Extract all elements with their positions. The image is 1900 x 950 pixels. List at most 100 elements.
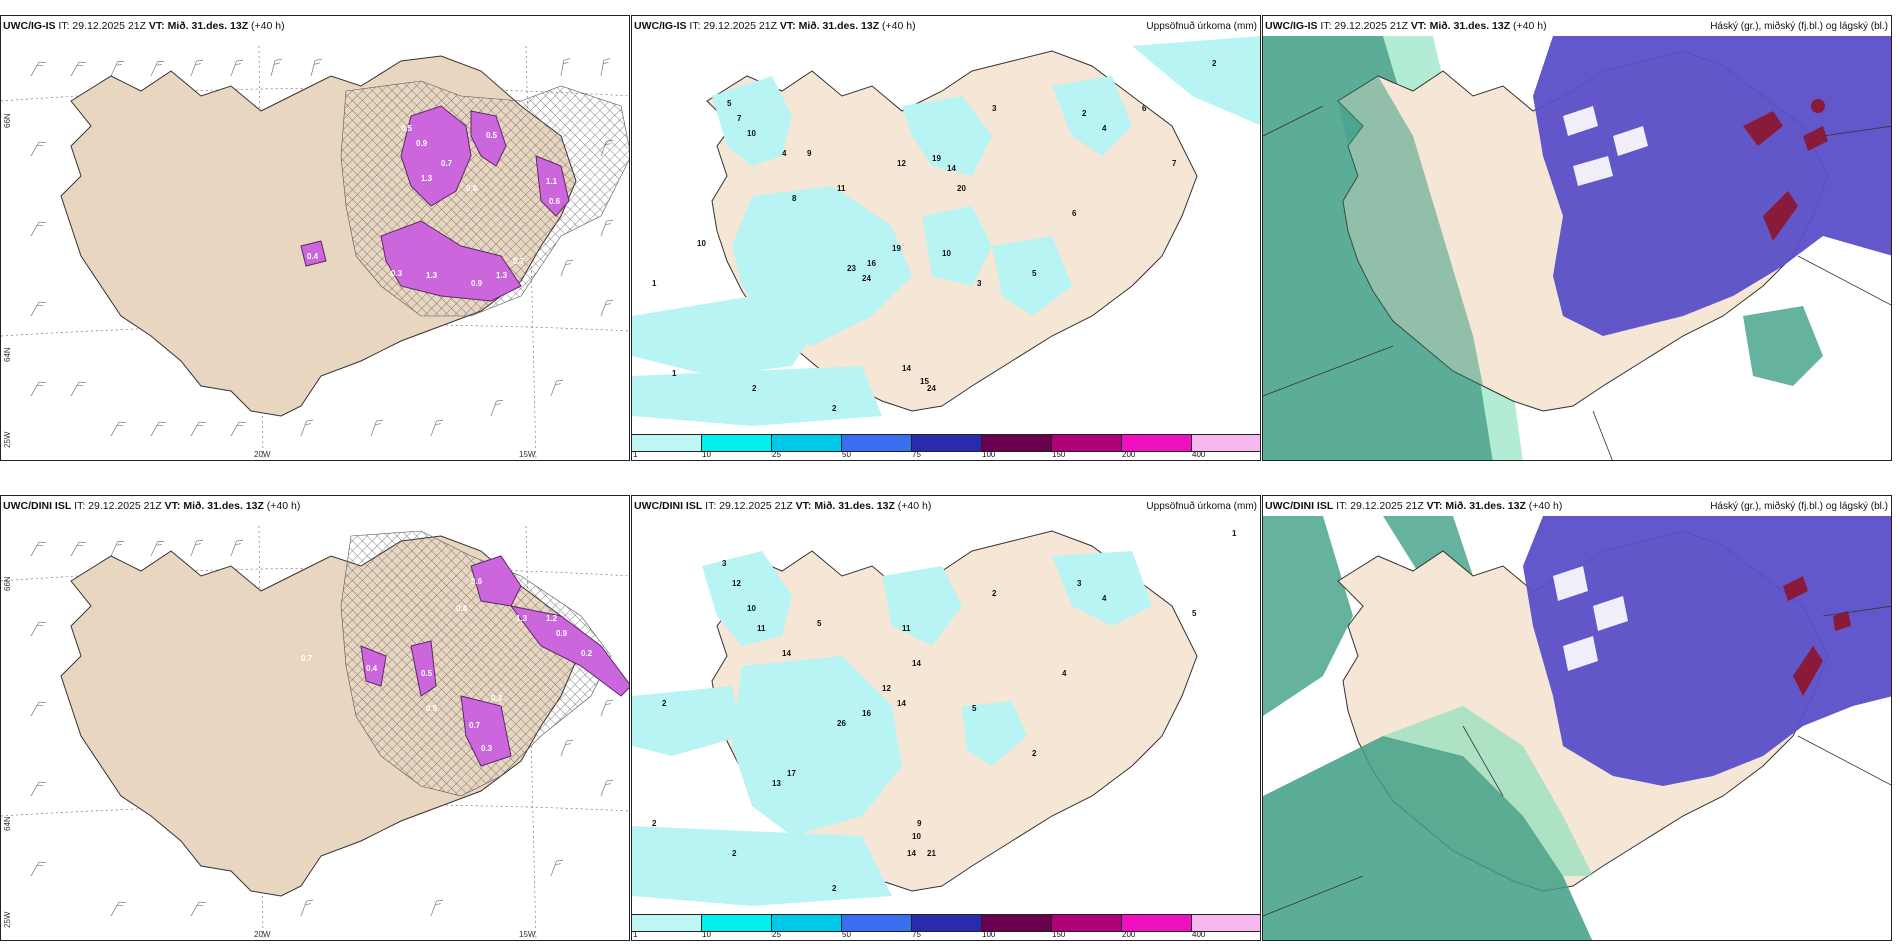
svg-text:1: 1 <box>652 279 657 288</box>
cloud-panel-dini: UWC/DINI ISL IT: 29.12.2025 21Z VT: Mið.… <box>1262 495 1892 941</box>
svg-text:0.2: 0.2 <box>581 649 593 658</box>
precip-title: Uppsöfnuð úrkoma (mm) <box>1146 501 1257 512</box>
cloud-title: Háský (gr.), miðský (fj.bl.) og lágský (… <box>1710 21 1888 32</box>
precip-panel-dini: 3 12 10 11 14 5 16 26 12 14 17 13 11 14 … <box>631 495 1261 941</box>
svg-text:3: 3 <box>977 279 982 288</box>
legend-swatch <box>1052 915 1122 931</box>
svg-text:7: 7 <box>1172 159 1177 168</box>
legend-swatch <box>1192 915 1260 931</box>
icing-wind-panel-dini: 0.6 1.3 0.4 0.5 0.7 0.9 0.2 1.2 0.3 0.4 … <box>0 495 630 941</box>
svg-text:10: 10 <box>697 239 706 248</box>
mid-cloud-cells <box>1783 576 1851 696</box>
legend-tick: 1 <box>633 930 638 939</box>
svg-text:2: 2 <box>662 699 667 708</box>
svg-text:0.4: 0.4 <box>307 252 319 261</box>
legend-tick: 200 <box>1122 930 1136 939</box>
map-icing-wind: 0.6 1.3 0.4 0.5 0.7 0.9 0.2 1.2 0.3 0.4 … <box>1 525 629 940</box>
legend-swatch <box>842 915 912 931</box>
svg-text:16: 16 <box>862 709 871 718</box>
svg-text:11: 11 <box>837 184 846 193</box>
map-precip: 5 7 10 4 9 8 11 10 23 24 16 19 12 19 20 … <box>632 36 1260 426</box>
svg-text:14: 14 <box>902 364 911 373</box>
svg-text:6: 6 <box>1072 209 1077 218</box>
panel-header: UWC/IG-IS IT: 29.12.2025 21Z VT: Mið. 31… <box>634 20 916 32</box>
legend-colorbar <box>632 434 1260 452</box>
precip-legend: 1 10 25 50 75 100 150 200 400 <box>632 914 1260 940</box>
precip-values: 3 12 10 11 14 5 16 26 12 14 17 13 11 14 … <box>652 529 1237 893</box>
svg-text:14: 14 <box>947 164 956 173</box>
svg-text:0.9: 0.9 <box>556 629 568 638</box>
icing-wind-panel-igis: 0.9 0.7 1.3 0.8 1.1 0.5 0.6 1.3 0.9 0.3 … <box>0 15 630 461</box>
svg-text:9: 9 <box>917 819 922 828</box>
svg-text:7: 7 <box>737 114 742 123</box>
svg-text:4: 4 <box>1102 594 1107 603</box>
map-icing-wind: 0.9 0.7 1.3 0.8 1.1 0.5 0.6 1.3 0.9 0.3 … <box>1 45 629 460</box>
lon-20-label: 20W <box>254 930 271 939</box>
lat-66-label: 66N <box>3 113 12 128</box>
svg-text:16: 16 <box>867 259 876 268</box>
svg-text:0.4: 0.4 <box>456 604 468 613</box>
svg-text:9: 9 <box>807 149 812 158</box>
precip-values: 5 7 10 4 9 8 11 10 23 24 16 19 12 19 20 … <box>652 59 1217 413</box>
legend-tick: 10 <box>702 450 711 459</box>
svg-text:12: 12 <box>732 579 741 588</box>
legend-swatch <box>702 435 772 451</box>
svg-text:21: 21 <box>927 849 936 858</box>
svg-text:2: 2 <box>832 404 837 413</box>
svg-text:1: 1 <box>1232 529 1237 538</box>
svg-text:12: 12 <box>897 159 906 168</box>
icing-values: 0.9 0.7 1.3 0.8 1.1 0.5 0.6 1.3 0.9 0.3 … <box>307 124 561 288</box>
legend-swatch <box>772 915 842 931</box>
svg-text:17: 17 <box>787 769 796 778</box>
svg-text:0.3: 0.3 <box>491 694 503 703</box>
panel-header: UWC/IG-IS IT: 29.12.2025 21Z VT: Mið. 31… <box>3 20 285 32</box>
svg-text:11: 11 <box>902 624 911 633</box>
svg-text:2: 2 <box>832 884 837 893</box>
precip-legend: 1 10 25 50 75 100 150 200 400 <box>632 434 1260 460</box>
svg-text:2: 2 <box>752 384 757 393</box>
svg-text:4: 4 <box>1102 124 1107 133</box>
icing-blobs <box>360 555 629 767</box>
legend-ticks: 1 10 25 50 75 100 150 200 400 <box>632 930 1260 940</box>
svg-text:23: 23 <box>847 264 856 273</box>
svg-text:13: 13 <box>772 779 781 788</box>
svg-text:14: 14 <box>907 849 916 858</box>
svg-text:1.2: 1.2 <box>546 614 558 623</box>
svg-text:19: 19 <box>892 244 901 253</box>
high-cloud-area <box>1533 36 1891 336</box>
cloud-gaps <box>1553 566 1628 671</box>
svg-text:1.3: 1.3 <box>426 271 438 280</box>
panel-header: UWC/DINI ISL IT: 29.12.2025 21Z VT: Mið.… <box>3 500 301 512</box>
lat-64-label: 64N <box>3 347 12 362</box>
cloud-title: Háský (gr.), miðský (fj.bl.) og lágský (… <box>1710 501 1888 512</box>
svg-text:2: 2 <box>1082 109 1087 118</box>
legend-tick: 25 <box>772 450 781 459</box>
lon-25-label: 25W <box>3 911 12 928</box>
svg-text:0.7: 0.7 <box>513 257 525 266</box>
precip-areas <box>632 36 1260 426</box>
svg-text:0.8: 0.8 <box>466 184 478 193</box>
legend-tick: 100 <box>982 930 996 939</box>
legend-tick: 75 <box>912 450 921 459</box>
svg-text:5: 5 <box>1032 269 1037 278</box>
legend-tick: 1 <box>633 450 638 459</box>
svg-text:14: 14 <box>782 649 791 658</box>
legend-tick: 50 <box>842 450 851 459</box>
legend-colorbar <box>632 914 1260 932</box>
cloud-panel-igis: UWC/IG-IS IT: 29.12.2025 21Z VT: Mið. 31… <box>1262 15 1892 461</box>
svg-text:3: 3 <box>1077 579 1082 588</box>
svg-text:10: 10 <box>747 604 756 613</box>
svg-text:12: 12 <box>882 684 891 693</box>
legend-swatch <box>982 435 1052 451</box>
region-borders <box>1263 605 1891 917</box>
region-borders <box>1263 105 1891 460</box>
svg-text:0.3: 0.3 <box>391 269 403 278</box>
legend-tick: 25 <box>772 930 781 939</box>
panel-header: UWC/DINI ISL IT: 29.12.2025 21Z VT: Mið.… <box>634 500 932 512</box>
svg-text:4: 4 <box>1062 669 1067 678</box>
legend-tick: 150 <box>1052 450 1066 459</box>
svg-text:0.5: 0.5 <box>426 704 438 713</box>
svg-text:0.7: 0.7 <box>301 654 313 663</box>
legend-swatch <box>1192 435 1260 451</box>
legend-swatch <box>1122 435 1192 451</box>
